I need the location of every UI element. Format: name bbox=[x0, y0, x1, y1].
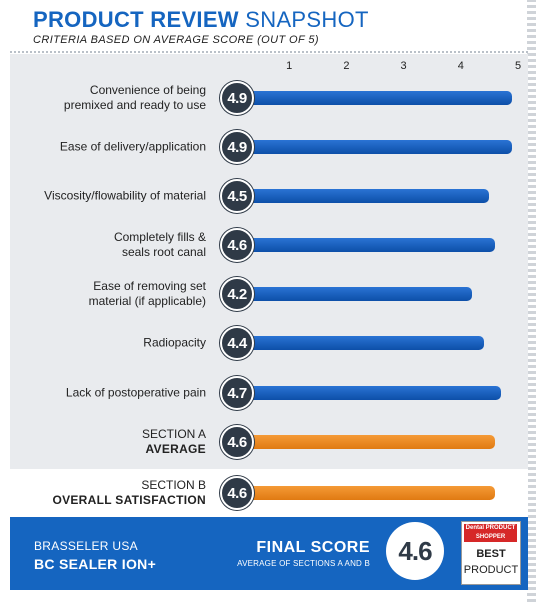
score-badge: 4.7 bbox=[220, 376, 254, 410]
criterion-label: Viscosity/flowability of material bbox=[44, 188, 206, 203]
section-label: SECTION A AVERAGE bbox=[0, 427, 206, 457]
score-bar bbox=[222, 238, 496, 252]
section-bar bbox=[222, 486, 496, 500]
product-name: BC SEALER ION+ bbox=[34, 556, 157, 572]
criterion-label: Radiopacity bbox=[143, 335, 206, 350]
award-brand-logo: Dental PRODUCT SHOPPER bbox=[464, 524, 517, 542]
best-product-award: Dental PRODUCT SHOPPER BEST PRODUCT bbox=[461, 521, 521, 585]
award-best-text: BEST bbox=[476, 548, 506, 560]
title-light: SNAPSHOT bbox=[245, 7, 369, 32]
score-bar bbox=[222, 336, 484, 350]
dotted-divider bbox=[10, 51, 528, 53]
score-bar bbox=[222, 91, 513, 105]
section-label-line1: SECTION B bbox=[141, 478, 206, 492]
footer-banner: BRASSELER USA BC SEALER ION+ FINAL SCORE… bbox=[10, 517, 528, 590]
section-label-line2: AVERAGE bbox=[145, 442, 206, 456]
criterion-label: Ease of removing set material (if applic… bbox=[88, 279, 206, 308]
section-bar bbox=[222, 435, 496, 449]
company-name: BRASSELER USA bbox=[34, 539, 138, 553]
decorative-stripe bbox=[527, 0, 536, 602]
section-badge: 4.6 bbox=[220, 425, 254, 459]
final-score-label: FINAL SCORE bbox=[256, 539, 370, 556]
final-score-subtitle: AVERAGE OF SECTIONS A AND B bbox=[237, 559, 370, 568]
score-badge: 4.6 bbox=[220, 228, 254, 262]
final-score-value: 4.6 bbox=[386, 522, 444, 580]
criterion-label: Convenience of being premixed and ready … bbox=[63, 83, 206, 112]
criterion-label: Lack of postoperative pain bbox=[65, 385, 206, 400]
section-badge: 4.6 bbox=[220, 476, 254, 510]
score-badge: 4.4 bbox=[220, 326, 254, 360]
x-tick-label: 2 bbox=[343, 60, 350, 72]
criterion-label: Ease of delivery/application bbox=[59, 139, 206, 154]
title-bold: PRODUCT REVIEW bbox=[33, 7, 239, 32]
page-title: PRODUCT REVIEW SNAPSHOT bbox=[33, 7, 369, 33]
x-tick-label: 1 bbox=[286, 60, 293, 72]
criteria-panel bbox=[10, 54, 528, 469]
score-bar bbox=[222, 386, 501, 400]
score-badge: 4.9 bbox=[220, 130, 254, 164]
score-bar bbox=[222, 140, 513, 154]
score-badge: 4.9 bbox=[220, 81, 254, 115]
criterion-label: Completely fills & seals root canal bbox=[113, 230, 206, 259]
score-bar bbox=[222, 287, 473, 301]
x-tick-label: 3 bbox=[400, 60, 407, 72]
score-bar bbox=[222, 189, 490, 203]
x-tick-label: 5 bbox=[514, 60, 522, 72]
score-badge: 4.2 bbox=[220, 277, 254, 311]
section-label-line2: OVERALL SATISFACTION bbox=[52, 493, 206, 507]
section-label: SECTION B OVERALL SATISFACTION bbox=[0, 478, 206, 508]
page-subtitle: CRITERIA BASED ON AVERAGE SCORE (OUT OF … bbox=[33, 34, 319, 46]
x-tick-label: 4 bbox=[457, 60, 464, 72]
award-product-text: PRODUCT bbox=[463, 564, 519, 576]
score-badge: 4.5 bbox=[220, 179, 254, 213]
section-label-line1: SECTION A bbox=[141, 427, 206, 441]
